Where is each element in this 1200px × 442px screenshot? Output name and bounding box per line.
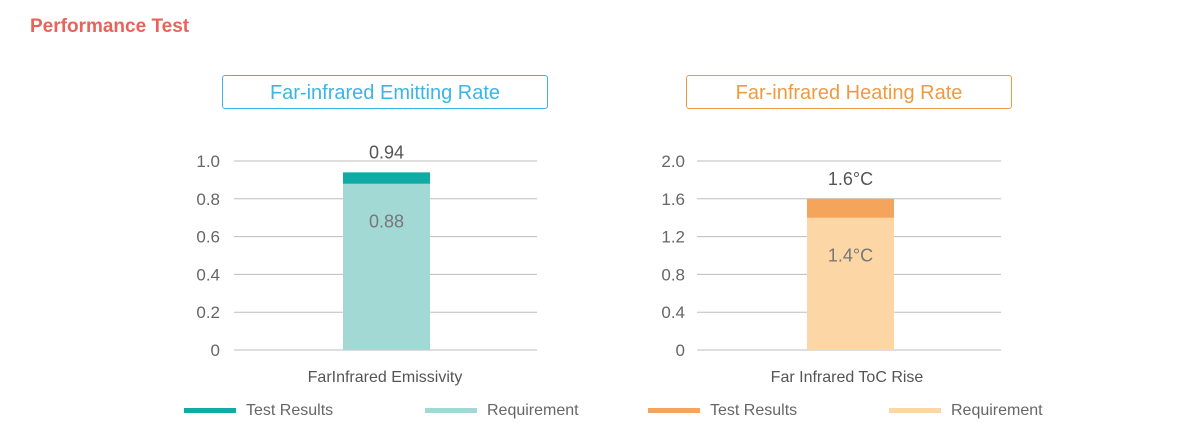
legend-label-test-results-left: Test Results: [246, 402, 334, 419]
legend-label-test-results-right: Test Results: [710, 402, 798, 419]
bar-requirement: [807, 217, 894, 350]
y-tick-label: 2.0: [661, 152, 685, 171]
emitting-rate-title-box: Far-infrared Emitting Rate: [222, 75, 548, 109]
bar-requirement: [343, 183, 430, 350]
data-label-test-results: 0.94: [369, 142, 404, 162]
legend-label-requirement-right: Requirement: [951, 402, 1043, 419]
legend-item-requirement-right: Requirement: [889, 402, 1043, 420]
x-category-label: FarInfrared Emissivity: [308, 369, 463, 386]
y-tick-label: 0.4: [661, 303, 685, 322]
data-label-test-results: 1.6°C: [828, 169, 873, 189]
y-tick-label: 0: [211, 341, 220, 360]
y-tick-label: 0: [676, 341, 685, 360]
data-label-requirement: 0.88: [369, 212, 404, 232]
legend-label-requirement-left: Requirement: [487, 402, 579, 419]
y-tick-label: 0.4: [196, 265, 220, 284]
heating-rate-title-box: Far-infrared Heating Rate: [686, 75, 1012, 109]
page-title: Performance Test: [30, 16, 190, 37]
x-category-label: Far Infrared ToC Rise: [771, 369, 924, 386]
y-tick-label: 0.8: [661, 265, 685, 284]
legend-swatch-test-results-right: [648, 408, 700, 414]
legend-swatch-test-results-left: [184, 408, 236, 414]
legend-item-test-results-right: Test Results: [648, 402, 797, 420]
data-label-requirement: 1.4°C: [828, 246, 873, 266]
y-tick-label: 1.6: [661, 190, 685, 209]
legend-swatch-requirement-left: [425, 408, 477, 414]
legend-swatch-requirement-right: [889, 408, 941, 414]
legend-item-test-results-left: Test Results: [184, 402, 333, 420]
y-tick-label: 0.2: [196, 303, 220, 322]
y-tick-label: 0.6: [196, 228, 220, 247]
y-tick-label: 0.8: [196, 190, 220, 209]
y-tick-label: 1.2: [661, 228, 685, 247]
y-tick-label: 1.0: [196, 152, 220, 171]
legend-item-requirement-left: Requirement: [425, 402, 579, 420]
